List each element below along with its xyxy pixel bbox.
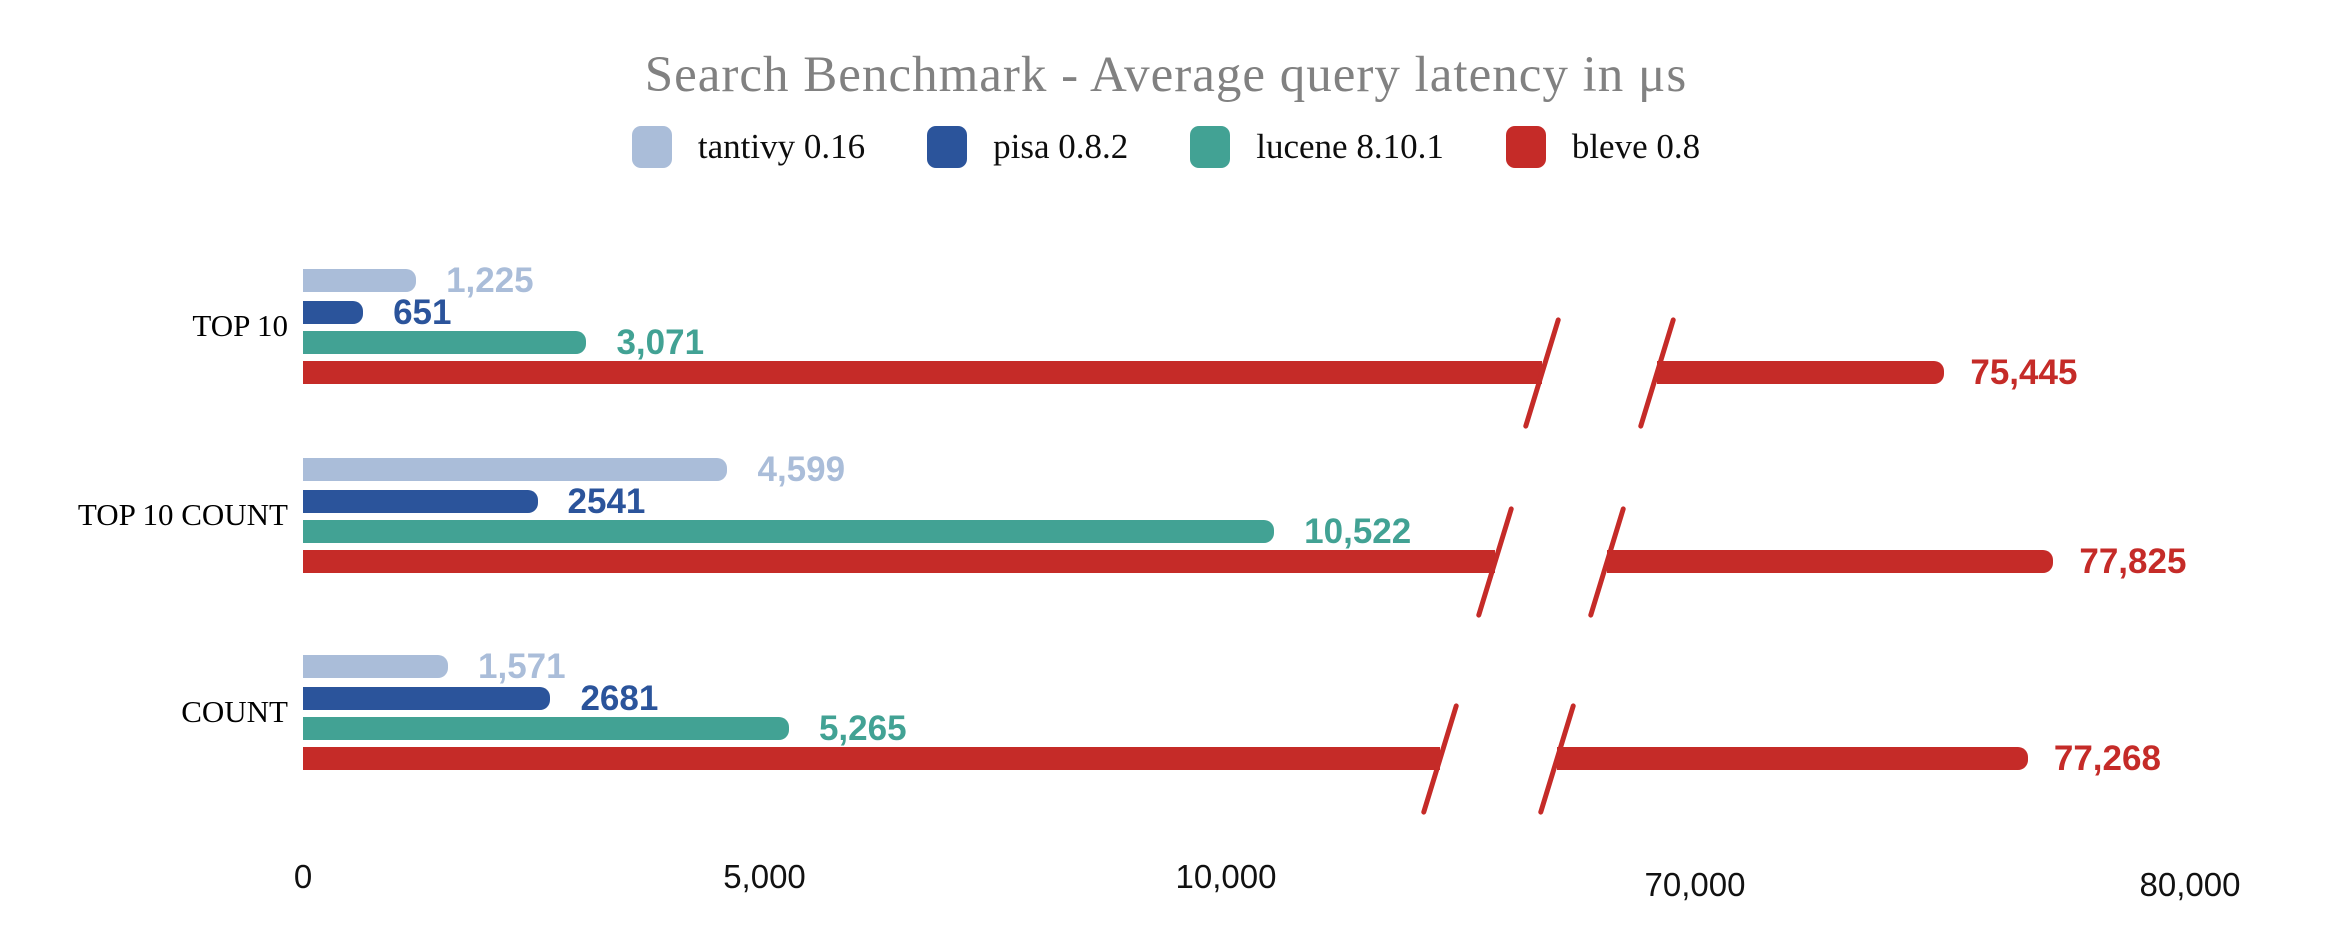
- legend-item-tantivy-0-16: tantivy 0.16: [631, 126, 866, 168]
- bar-bleve-0-8-top-10-segment-right: [1657, 361, 1945, 384]
- x-tick-70-000: 70,000: [1644, 866, 1746, 903]
- bar-lucene-8-10-1-top-10-count: [303, 520, 1275, 543]
- bar-lucene-8-10-1-top-10: [303, 331, 587, 354]
- x-tick-10-000: 10,000: [1175, 858, 1277, 895]
- legend-label: tantivy 0.16: [697, 127, 866, 166]
- legend-swatch-icon: [1190, 126, 1231, 168]
- legend-swatch-icon: [927, 126, 968, 168]
- legend-swatch-icon: [1505, 126, 1546, 168]
- bar-lucene-8-10-1-count: [303, 717, 789, 740]
- x-tick-80-000: 80,000: [2139, 866, 2241, 903]
- bar-tantivy-0-16-top-10-count: [303, 458, 728, 481]
- value-label-pisa-0-8-2-top-10-count: 2541: [567, 481, 646, 521]
- bar-bleve-0-8-top-10-count-segment-left: [303, 550, 1495, 573]
- value-label-pisa-0-8-2-count: 2681: [580, 678, 659, 718]
- value-label-bleve-0-8-count: 77,268: [2053, 738, 2161, 778]
- bar-tantivy-0-16-count: [303, 655, 448, 678]
- bar-pisa-0-8-2-top-10: [303, 301, 364, 324]
- value-label-pisa-0-8-2-top-10: 651: [393, 292, 452, 332]
- bar-bleve-0-8-count-segment-right: [1557, 747, 2028, 770]
- value-label-tantivy-0-16-top-10-count: 4,599: [757, 449, 846, 489]
- category-label-top-10-count: TOP 10 COUNT: [77, 497, 288, 532]
- category-label-count: COUNT: [181, 694, 288, 729]
- legend-label: pisa 0.8.2: [993, 127, 1129, 166]
- bar-bleve-0-8-top-10-count-segment-right: [1607, 550, 2054, 573]
- bar-bleve-0-8-top-10-segment-left: [303, 361, 1542, 384]
- chart-title: Search Benchmark - Average query latency…: [644, 47, 1688, 103]
- legend-item-pisa-0-8-2: pisa 0.8.2: [927, 126, 1128, 168]
- value-label-lucene-8-10-1-count: 5,265: [818, 708, 907, 748]
- bar-pisa-0-8-2-top-10-count: [303, 490, 538, 513]
- legend-swatch-icon: [631, 126, 672, 168]
- legend-label: bleve 0.8: [1571, 127, 1701, 166]
- legend: tantivy 0.16 pisa 0.8.2 lucene 8.10.1 bleve…: [0, 126, 2332, 168]
- value-label-bleve-0-8-top-10-count: 77,825: [2079, 541, 2187, 581]
- value-label-lucene-8-10-1-top-10-count: 10,522: [1304, 511, 1412, 551]
- bar-pisa-0-8-2-count: [303, 687, 551, 710]
- value-label-bleve-0-8-top-10: 75,445: [1970, 352, 2078, 392]
- x-tick-0: 0: [293, 858, 313, 895]
- value-label-tantivy-0-16-count: 1,571: [478, 646, 566, 686]
- value-label-lucene-8-10-1-top-10: 3,071: [616, 322, 705, 362]
- value-label-tantivy-0-16-top-10: 1,225: [446, 260, 534, 300]
- legend-label: lucene 8.10.1: [1256, 127, 1444, 166]
- x-tick-5-000: 5,000: [723, 858, 806, 895]
- bar-tantivy-0-16-top-10: [303, 269, 417, 292]
- legend-item-bleve-0-8: bleve 0.8: [1505, 126, 1701, 168]
- bar-bleve-0-8-count-segment-left: [303, 747, 1440, 770]
- legend-item-lucene-8-10-1: lucene 8.10.1: [1190, 126, 1444, 168]
- category-label-top-10: TOP 10: [192, 308, 288, 343]
